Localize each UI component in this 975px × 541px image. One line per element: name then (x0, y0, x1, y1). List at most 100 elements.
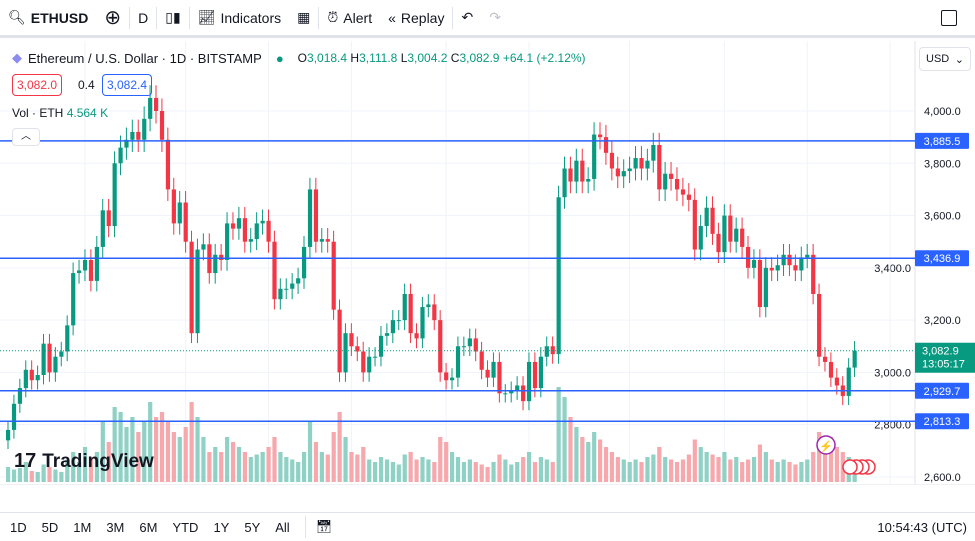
volume-bar (757, 444, 763, 482)
candle-body (473, 338, 478, 352)
candle-body (142, 118, 147, 140)
currency-select[interactable]: USD ⌄ (919, 47, 971, 71)
volume-bar (355, 454, 360, 482)
range-5d[interactable]: 5D (41, 519, 59, 535)
layouts-button[interactable]: ▦ (289, 0, 318, 35)
alert-button[interactable]: ⏰︎ Alert (327, 9, 373, 26)
candle-body (17, 388, 23, 404)
volume-bar (497, 454, 502, 482)
volume-bar (503, 459, 508, 482)
volume-bar (35, 472, 40, 482)
volume-bar (71, 452, 76, 482)
date-range-icon[interactable]: 📅︎ (315, 519, 333, 534)
replay-button[interactable]: «Replay (388, 9, 445, 26)
candle-body (373, 356, 378, 358)
fullscreen-button[interactable] (933, 0, 965, 35)
volume-bar (248, 457, 253, 482)
candle-body (674, 178, 680, 190)
sell-price-button[interactable]: 3,082.0 (12, 74, 63, 96)
grid-icon: ▦ (297, 9, 311, 25)
volume-bar (112, 407, 117, 482)
volume-bar (692, 439, 697, 482)
range-6m[interactable]: 6M (139, 519, 158, 535)
candle-body (461, 346, 467, 348)
candle-body (580, 160, 585, 182)
clock: 10:54:43 (UTC) (877, 519, 967, 535)
volume-bar (556, 387, 561, 482)
range-1m[interactable]: 1M (73, 519, 92, 535)
volume-bar (544, 459, 549, 482)
interval-button[interactable]: D (138, 9, 149, 26)
volume-bar (420, 457, 425, 482)
y-tick-label: 2,800.0 (874, 420, 911, 432)
candle-body (195, 249, 200, 334)
volume-bar (852, 472, 857, 482)
candle-body (846, 367, 851, 396)
chart-type-button[interactable]: ▯▮ (157, 0, 188, 35)
line-price-text: 2,813.3 (924, 416, 961, 428)
collapse-legend-button[interactable]: ︿ (12, 128, 40, 146)
redo-button[interactable]: ↷ (481, 0, 509, 35)
y-tick-label: 4,000.0 (924, 106, 961, 118)
volume-bar (828, 437, 834, 482)
candle-body (242, 218, 247, 242)
candle-body (361, 351, 366, 373)
volume-bar (450, 452, 455, 482)
compare-button[interactable]: ⊕ (96, 0, 129, 35)
volume-bar (154, 417, 159, 482)
candle-body (763, 267, 768, 308)
indicators-button[interactable]: 📈︎ Indicators (197, 9, 282, 26)
symbol-search[interactable]: 🔍︎ ETHUSD (8, 9, 89, 26)
candle-body (550, 346, 555, 355)
volume-bar (822, 442, 828, 482)
divider (318, 6, 320, 29)
candle-body (686, 194, 691, 200)
candle-body (260, 220, 265, 224)
candle-body (562, 168, 567, 198)
volume-bar (645, 457, 650, 482)
candle-body (71, 273, 76, 326)
volume-bar (373, 462, 378, 482)
chart-background (0, 41, 975, 485)
volume-bar (763, 452, 768, 482)
volume-bar (526, 452, 532, 482)
candle-body (171, 189, 176, 224)
candle-body (828, 361, 834, 378)
range-1y[interactable]: 1Y (213, 519, 230, 535)
volume-bar (479, 464, 484, 482)
range-3m[interactable]: 3M (106, 519, 125, 535)
range-1d[interactable]: 1D (10, 519, 27, 535)
candle-body (574, 160, 579, 182)
candle-body (852, 350, 857, 368)
candle-body (817, 293, 822, 357)
buy-price-button[interactable]: 3,082.4 (102, 74, 153, 96)
range-ytd[interactable]: YTD (172, 519, 199, 535)
volume-bar (319, 452, 324, 482)
candle-body (598, 134, 603, 138)
volume-bar (532, 462, 538, 482)
volume-bar (432, 462, 437, 482)
volume-bar (651, 454, 656, 482)
candle-body (787, 254, 792, 266)
candle-body (420, 307, 425, 339)
volume-bar (225, 437, 230, 482)
volume-bar (402, 454, 407, 482)
undo-button[interactable]: ↶ (453, 0, 481, 35)
candle-body (230, 223, 236, 229)
y-tick-label: 3,600.0 (924, 211, 961, 223)
range-5y[interactable]: 5Y (244, 519, 261, 535)
range-all[interactable]: All (275, 519, 290, 535)
rewind-icon: « (388, 9, 396, 26)
volume-bar (41, 464, 46, 482)
volume-bar (94, 452, 99, 482)
volume-bar (367, 459, 372, 482)
candle-body (621, 171, 626, 177)
volume-bar (722, 452, 727, 482)
volume-bar (491, 462, 496, 482)
candle-body (698, 226, 703, 250)
y-tick-label: 3,200.0 (924, 315, 961, 327)
volume-bar (100, 422, 105, 482)
candle-body (414, 333, 419, 339)
price-chart[interactable]: 4,000.0 3,800.0 3,600.0 3,400.0 3,200.0 3,000… (0, 41, 975, 485)
volume-bar (189, 402, 194, 482)
